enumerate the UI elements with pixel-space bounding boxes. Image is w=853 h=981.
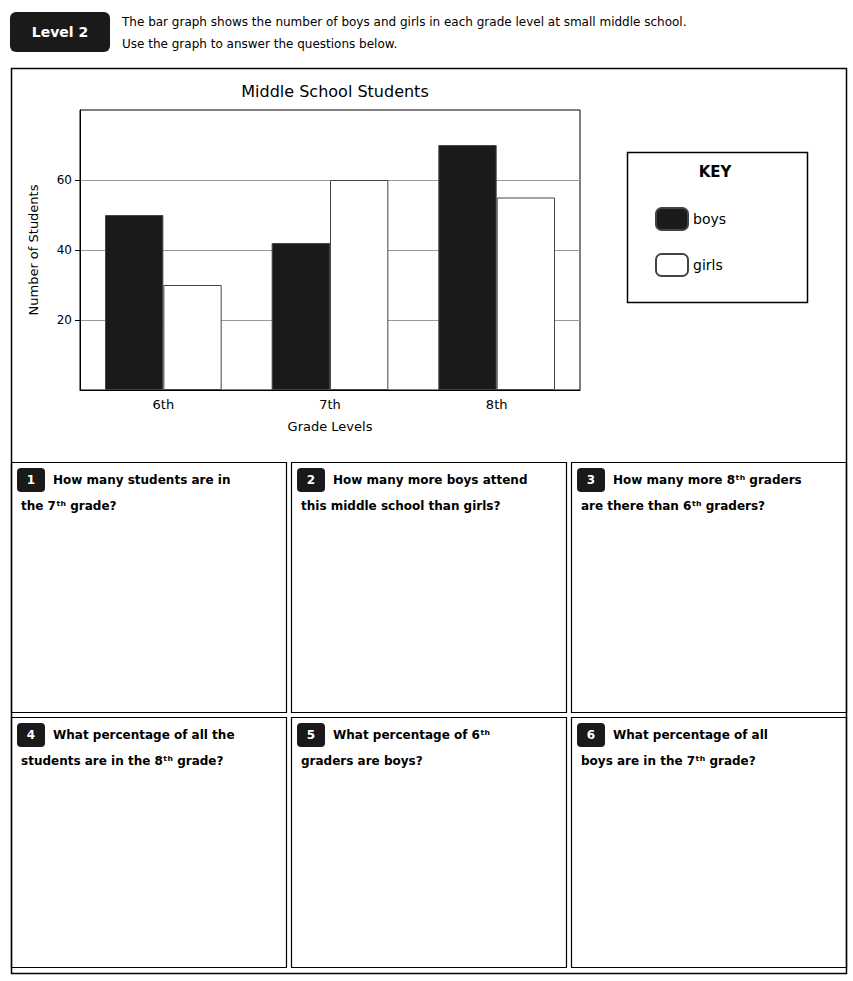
svg-text:girls: girls [693, 257, 723, 273]
svg-text:What percentage of all the: What percentage of all the [53, 728, 235, 742]
svg-text:2: 2 [307, 473, 315, 487]
svg-text:the 7ᵗʰ grade?: the 7ᵗʰ grade? [21, 499, 117, 513]
svg-text:are there than 6ᵗʰ graders?: are there than 6ᵗʰ graders? [581, 499, 765, 513]
svg-text:1: 1 [27, 473, 35, 487]
svg-text:60: 60 [57, 173, 72, 187]
svg-text:What percentage of 6ᵗʰ: What percentage of 6ᵗʰ [333, 728, 490, 742]
svg-text:20: 20 [57, 313, 72, 327]
svg-text:How many more boys attend: How many more boys attend [333, 473, 528, 487]
svg-text:6th: 6th [153, 397, 175, 412]
svg-text:this middle school than girls?: this middle school than girls? [301, 499, 500, 513]
svg-text:Level 2: Level 2 [32, 24, 88, 40]
svg-text:How many students are in: How many students are in [53, 473, 230, 487]
svg-text:KEY: KEY [699, 163, 733, 181]
svg-text:boys are in the 7ᵗʰ grade?: boys are in the 7ᵗʰ grade? [581, 754, 756, 768]
svg-text:The bar graph shows the number: The bar graph shows the number of boys a… [121, 15, 687, 29]
svg-text:Grade Levels: Grade Levels [288, 419, 373, 434]
svg-text:Use the graph to answer the qu: Use the graph to answer the questions be… [122, 37, 397, 51]
svg-text:5: 5 [307, 728, 315, 742]
svg-text:students are in the 8ᵗʰ grade?: students are in the 8ᵗʰ grade? [21, 754, 223, 768]
svg-text:3: 3 [587, 473, 595, 487]
svg-text:graders are boys?: graders are boys? [301, 754, 423, 768]
svg-text:boys: boys [693, 211, 726, 227]
svg-text:How many more 8ᵗʰ graders: How many more 8ᵗʰ graders [613, 473, 802, 487]
svg-text:6: 6 [587, 728, 595, 742]
svg-text:Number of Students: Number of Students [26, 184, 41, 315]
svg-text:40: 40 [57, 243, 72, 257]
svg-text:7th: 7th [319, 397, 341, 412]
svg-text:8th: 8th [486, 397, 508, 412]
svg-text:What percentage of all: What percentage of all [613, 728, 768, 742]
svg-text:4: 4 [27, 728, 35, 742]
svg-text:Middle School Students: Middle School Students [241, 82, 428, 101]
